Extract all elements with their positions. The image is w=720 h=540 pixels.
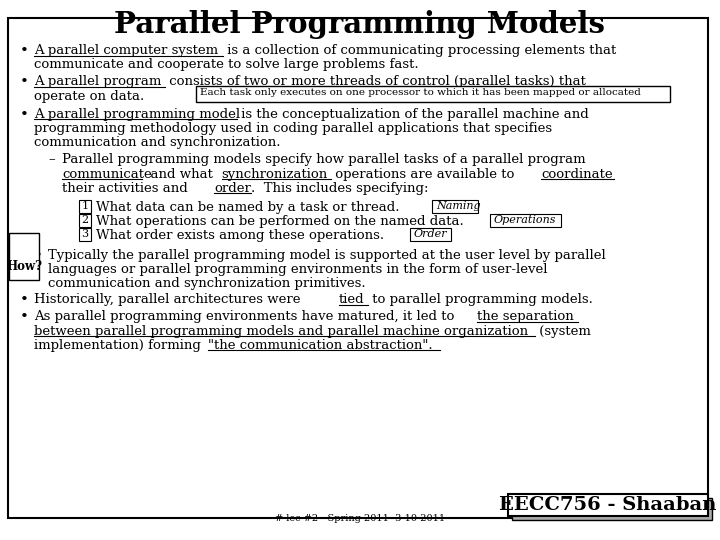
- Text: What order exists among these operations.: What order exists among these operations…: [96, 230, 392, 242]
- Text: How?: How?: [6, 260, 42, 273]
- FancyBboxPatch shape: [196, 86, 670, 102]
- Text: operations are available to: operations are available to: [330, 167, 518, 180]
- Text: communicate and cooperate to solve large problems fast.: communicate and cooperate to solve large…: [34, 58, 418, 71]
- Text: is a collection of communicating processing elements that: is a collection of communicating process…: [222, 44, 616, 57]
- Text: "the communication abstraction".: "the communication abstraction".: [208, 339, 433, 352]
- Text: •: •: [20, 293, 29, 307]
- Text: 1: 1: [81, 201, 89, 211]
- Text: Typically the parallel programming model is supported at the user level by paral: Typically the parallel programming model…: [48, 248, 606, 261]
- FancyBboxPatch shape: [508, 494, 708, 516]
- FancyBboxPatch shape: [512, 498, 712, 520]
- Text: What operations can be performed on the named data.: What operations can be performed on the …: [96, 215, 477, 228]
- Text: tied: tied: [339, 293, 364, 306]
- Text: implementation) forming: implementation) forming: [34, 339, 205, 352]
- Text: their activities and: their activities and: [62, 182, 192, 195]
- Text: EECC756 - Shaaban: EECC756 - Shaaban: [500, 496, 717, 514]
- Text: .  This includes specifying:: . This includes specifying:: [251, 182, 428, 195]
- Text: (system: (system: [535, 325, 590, 338]
- Text: •: •: [20, 76, 29, 90]
- Text: Naming: Naming: [436, 201, 480, 211]
- FancyBboxPatch shape: [79, 214, 91, 227]
- FancyBboxPatch shape: [490, 214, 561, 227]
- FancyBboxPatch shape: [79, 228, 91, 241]
- FancyBboxPatch shape: [432, 200, 479, 213]
- FancyBboxPatch shape: [410, 228, 451, 241]
- Text: Parallel programming models specify how parallel tasks of a parallel program: Parallel programming models specify how …: [62, 153, 585, 166]
- FancyBboxPatch shape: [8, 18, 708, 518]
- Text: A parallel computer system: A parallel computer system: [34, 44, 218, 57]
- Text: coordinate: coordinate: [541, 167, 613, 180]
- FancyBboxPatch shape: [79, 200, 91, 213]
- Text: As parallel programming environments have matured, it led to: As parallel programming environments hav…: [34, 310, 459, 323]
- Text: languages or parallel programming environments in the form of user-level: languages or parallel programming enviro…: [48, 263, 547, 276]
- Text: to parallel programming models.: to parallel programming models.: [368, 293, 593, 306]
- Text: programming methodology used in coding parallel applications that specifies: programming methodology used in coding p…: [34, 122, 552, 135]
- Text: Order: Order: [414, 230, 448, 239]
- Text: communicate: communicate: [62, 167, 152, 180]
- Text: communication and synchronization.: communication and synchronization.: [34, 136, 281, 149]
- Text: •: •: [34, 248, 43, 262]
- Text: Operations: Operations: [494, 215, 557, 225]
- Text: 3: 3: [81, 230, 89, 239]
- Text: Historically, parallel architectures were: Historically, parallel architectures wer…: [34, 293, 305, 306]
- Text: Each task only executes on one processor to which it has been mapped or allocate: Each task only executes on one processor…: [200, 87, 641, 97]
- Text: and what: and what: [142, 167, 217, 180]
- FancyBboxPatch shape: [9, 233, 39, 280]
- Text: 2: 2: [81, 215, 89, 225]
- Text: communication and synchronization primitives.: communication and synchronization primit…: [48, 277, 366, 290]
- Text: # lec #2   Spring 2011  3-10-2011: # lec #2 Spring 2011 3-10-2011: [275, 514, 445, 523]
- Text: •: •: [20, 44, 29, 58]
- Text: between parallel programming models and parallel machine organization: between parallel programming models and …: [34, 325, 528, 338]
- Text: synchronization: synchronization: [222, 167, 328, 180]
- Text: •: •: [20, 108, 29, 122]
- Text: What data can be named by a task or thread.: What data can be named by a task or thre…: [96, 201, 413, 214]
- Text: A parallel programming model: A parallel programming model: [34, 108, 240, 121]
- Text: order: order: [215, 182, 251, 195]
- Text: Parallel Programming Models: Parallel Programming Models: [114, 10, 606, 39]
- Text: A parallel program: A parallel program: [34, 76, 161, 89]
- Text: –: –: [48, 153, 55, 166]
- Text: is the conceptualization of the parallel machine and: is the conceptualization of the parallel…: [237, 108, 589, 121]
- Text: the separation: the separation: [477, 310, 573, 323]
- Text: consists of two or more threads of control (parallel tasks) that: consists of two or more threads of contr…: [165, 76, 585, 89]
- Text: operate on data.: operate on data.: [34, 90, 144, 103]
- Text: •: •: [20, 310, 29, 325]
